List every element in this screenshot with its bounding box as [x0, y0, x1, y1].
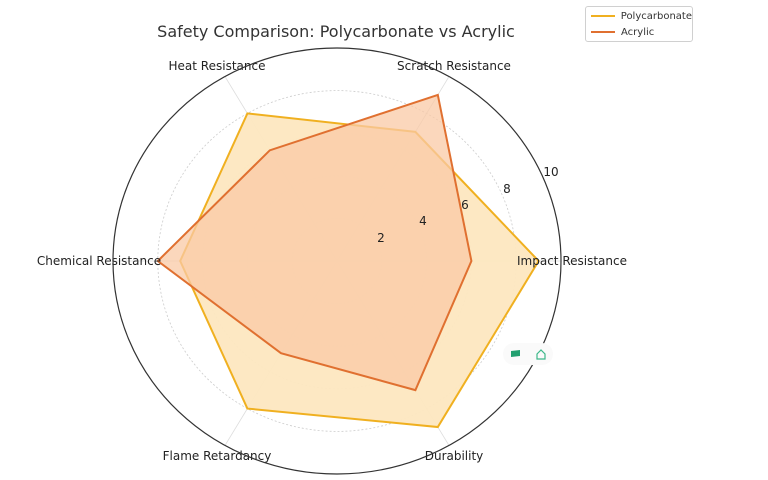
- chart-title: Safety Comparison: Polycarbonate vs Acry…: [157, 22, 515, 41]
- legend: Polycarbonate Acrylic: [585, 6, 693, 42]
- tick-label: 8: [503, 182, 511, 196]
- tick-label: 4: [419, 214, 427, 228]
- radial-tick-labels: 2 4 6 8 10: [377, 165, 558, 245]
- axis-label: Durability: [425, 449, 484, 463]
- legend-item-acrylic: Acrylic: [586, 25, 692, 39]
- home-icon[interactable]: [533, 346, 549, 362]
- legend-item-polycarbonate: Polycarbonate: [586, 9, 692, 23]
- chart-toolbar: [503, 343, 553, 365]
- axis-label: Flame Retardancy: [163, 449, 272, 463]
- flag-icon[interactable]: [508, 346, 524, 362]
- axis-label: Impact Resistance: [517, 254, 627, 268]
- legend-label: Acrylic: [621, 26, 655, 38]
- tick-label: 10: [543, 165, 558, 179]
- legend-label: Polycarbonate: [620, 10, 692, 22]
- tick-label: 6: [461, 198, 469, 212]
- axis-label: Heat Resistance: [169, 59, 266, 73]
- axis-label: Scratch Resistance: [397, 59, 511, 73]
- axis-label: Chemical Resistance: [37, 254, 161, 268]
- tick-label: 2: [377, 231, 385, 245]
- series-acrylic: [156, 93, 473, 392]
- legend-swatch: [591, 31, 615, 33]
- axis-labels: Impact Resistance Scratch Resistance Heat …: [37, 59, 627, 463]
- legend-swatch: [591, 15, 615, 17]
- outer-ring: [112, 47, 562, 475]
- radar-series: [156, 93, 540, 429]
